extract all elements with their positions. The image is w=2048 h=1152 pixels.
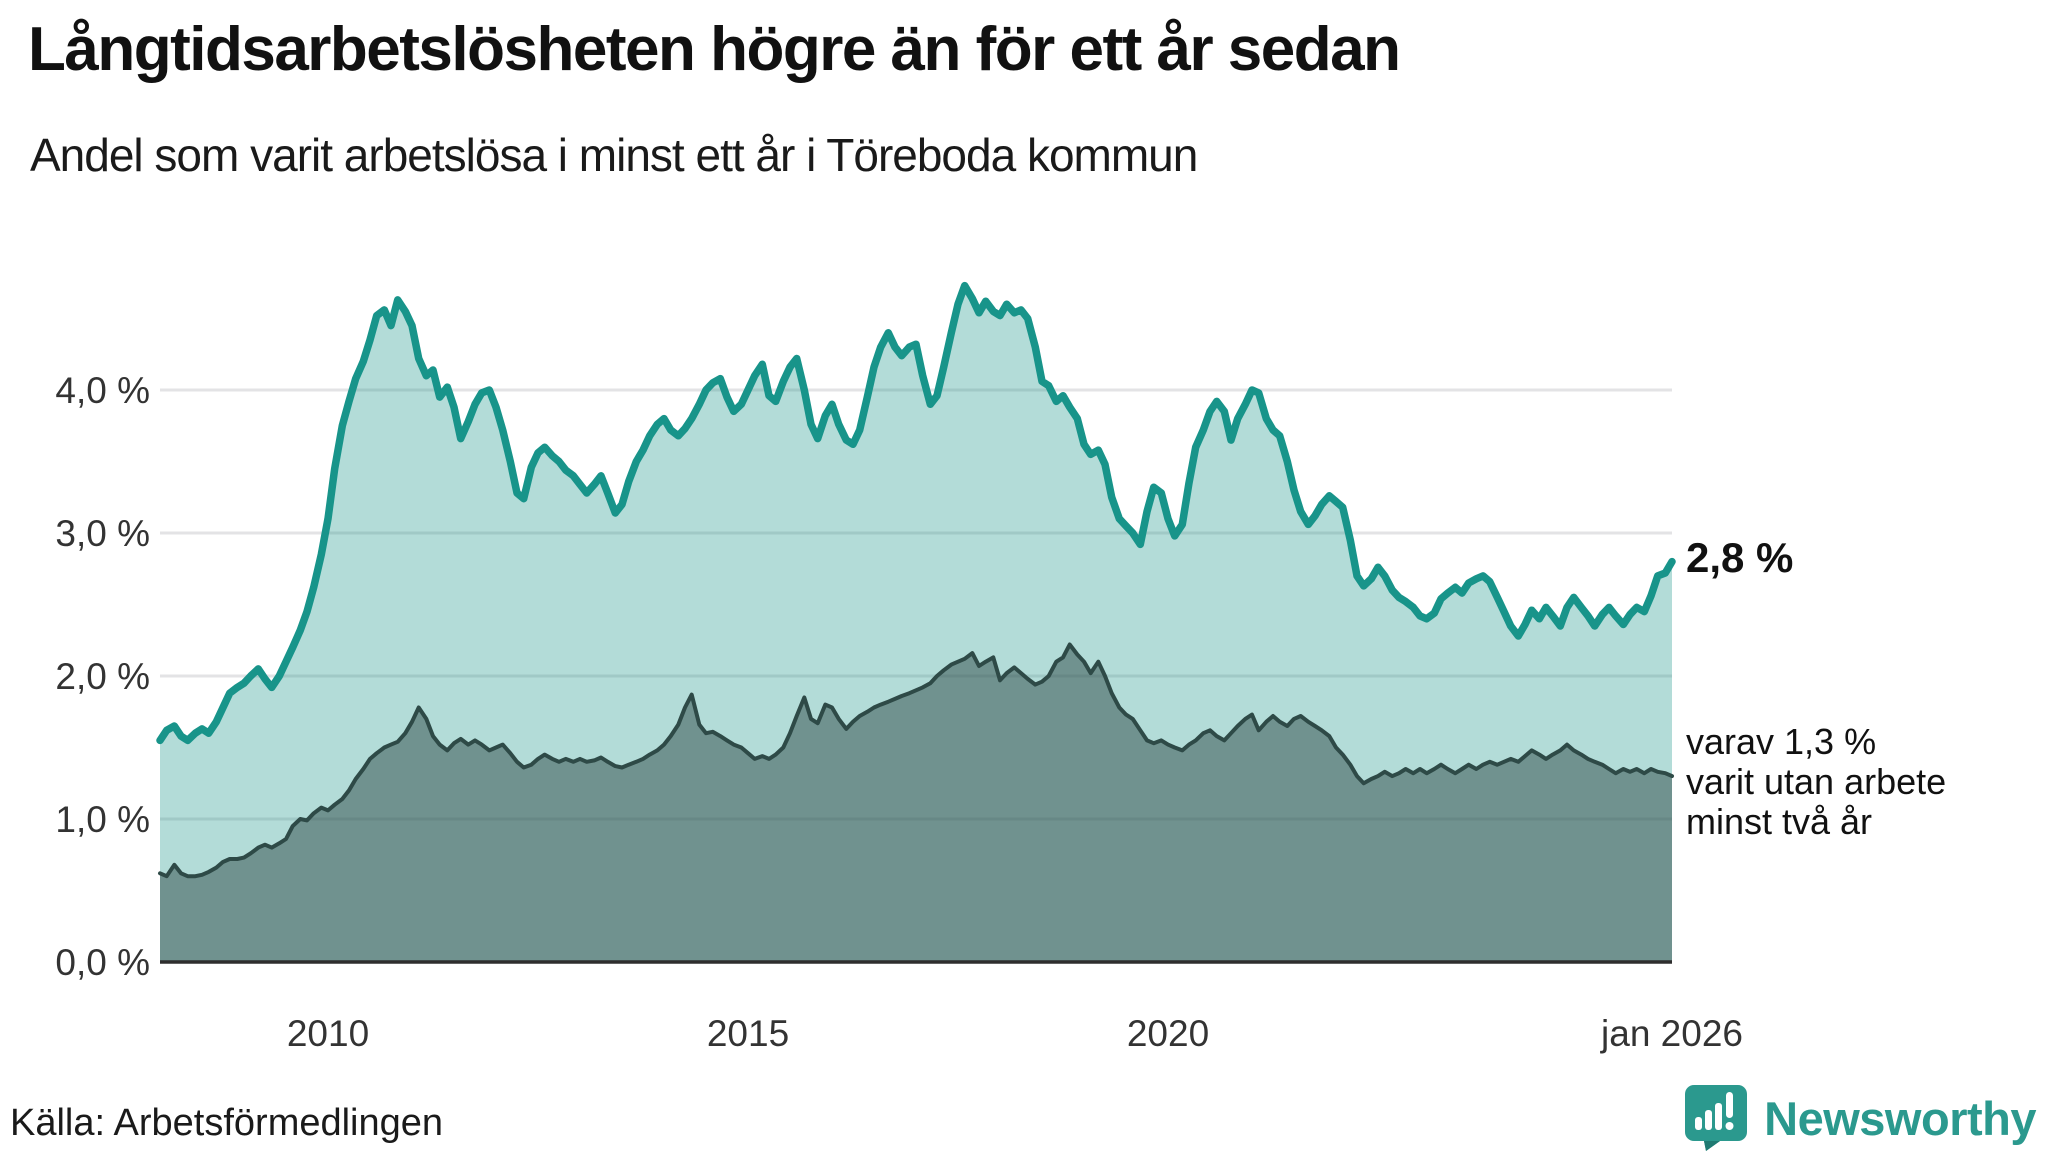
secondary-series-label-line3: minst två år xyxy=(1686,801,1873,842)
secondary-series-label-line2: varit utan arbete xyxy=(1686,761,1947,802)
x-tick-label: 2015 xyxy=(707,1013,789,1054)
page-subtitle: Andel som varit arbetslösa i minst ett å… xyxy=(30,129,1198,181)
y-tick-label: 2,0 % xyxy=(55,656,150,697)
x-tick-label: jan 2026 xyxy=(1600,1013,1743,1054)
y-tick-label: 4,0 % xyxy=(55,370,150,411)
series-area-two-years xyxy=(160,644,1672,962)
page-title: Långtidsarbetslösheten högre än för ett … xyxy=(28,15,1401,84)
newsworthy-logo-icon xyxy=(1685,1085,1748,1151)
x-tick-label: 2020 xyxy=(1127,1013,1209,1054)
y-tick-label: 0,0 % xyxy=(55,942,150,983)
brand-logo: Newsworthy xyxy=(1684,1084,2036,1152)
y-tick-label: 1,0 % xyxy=(55,799,150,840)
brand-name: Newsworthy xyxy=(1764,1091,2036,1145)
source-note: Källa: Arbetsförmedlingen xyxy=(10,1102,444,1144)
x-tick-label: 2010 xyxy=(287,1013,369,1054)
series-line-two-years xyxy=(158,642,1674,879)
secondary-series-label: varav 1,3 % varit utan arbete minst två … xyxy=(1686,722,1946,842)
latest-value-label: 2,8 % xyxy=(1686,534,1794,581)
y-tick-label: 3,0 % xyxy=(55,513,150,554)
series-line-one-year xyxy=(156,281,1676,745)
secondary-series-label-line1: varav 1,3 % xyxy=(1686,721,1877,762)
